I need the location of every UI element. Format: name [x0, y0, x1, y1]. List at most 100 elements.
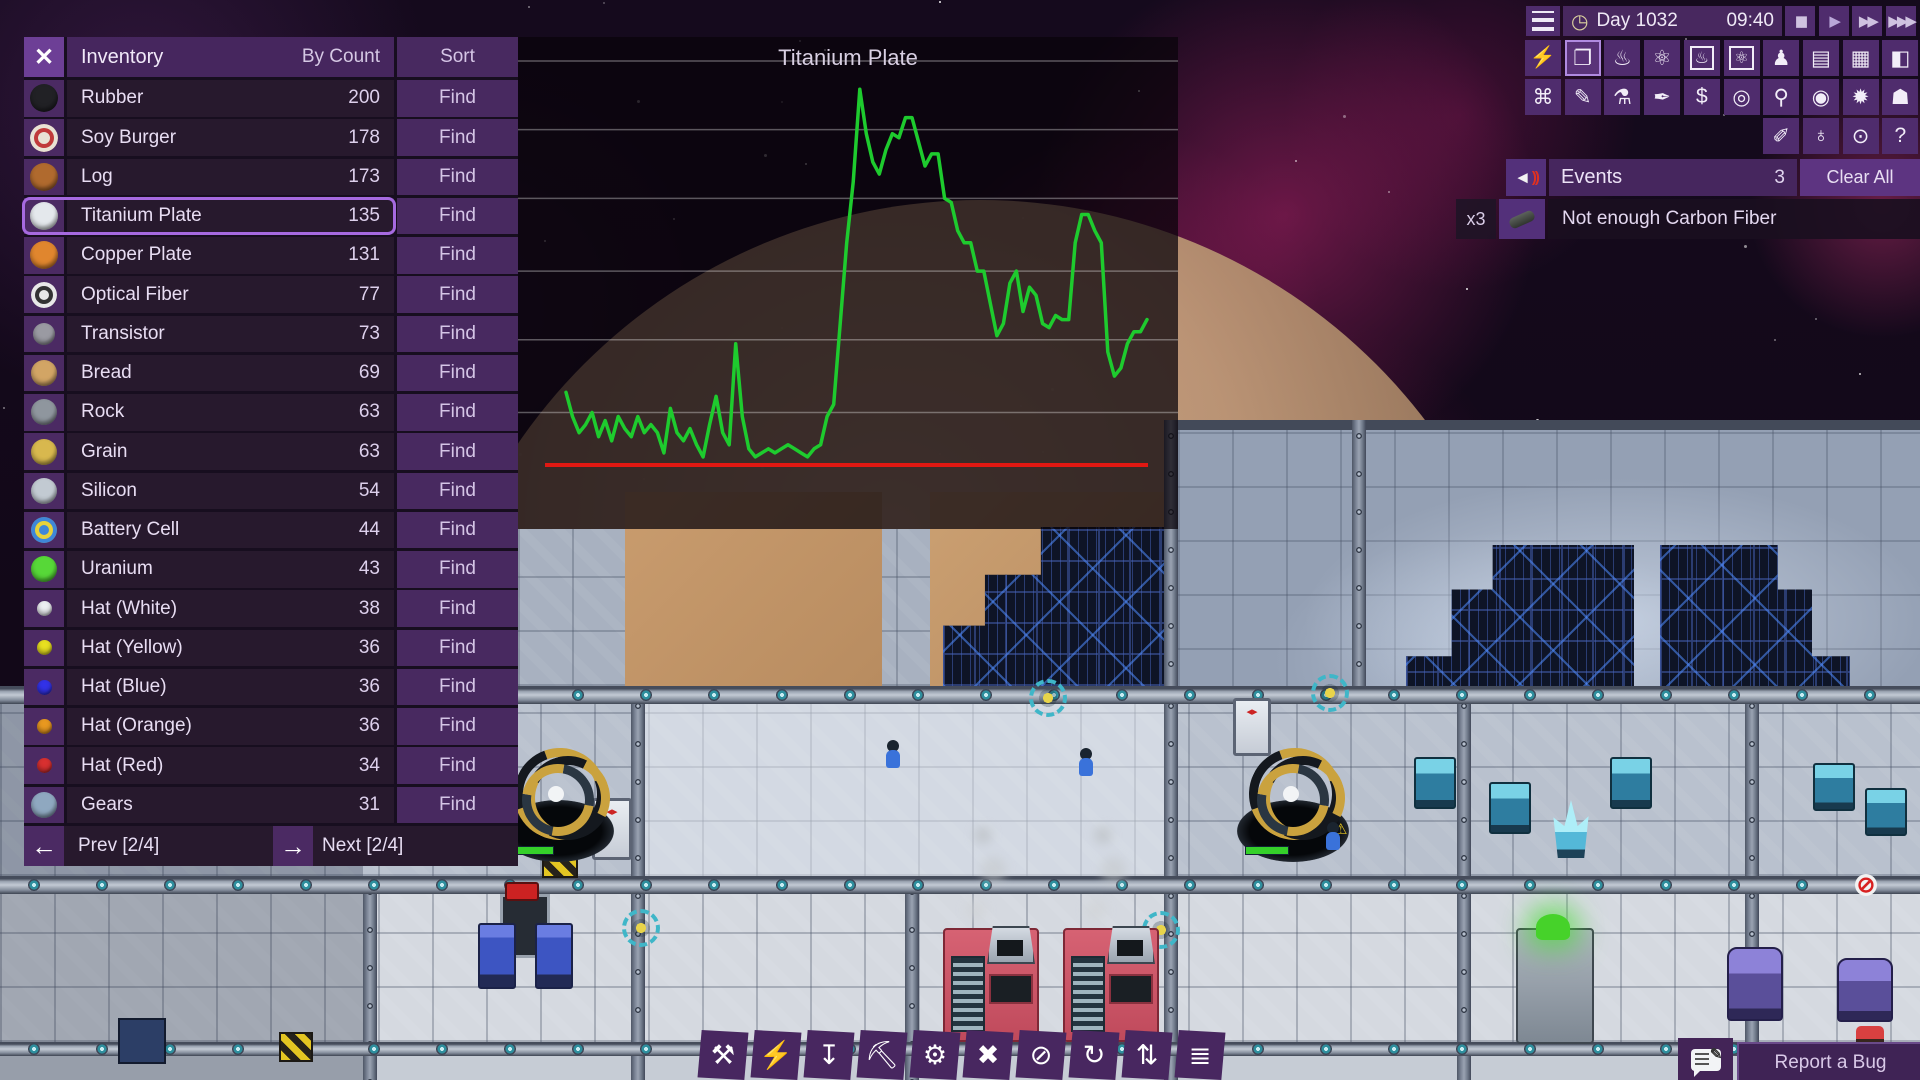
paint-brush-icon[interactable]: ✐: [1763, 118, 1800, 154]
find-button[interactable]: Find: [397, 708, 518, 745]
find-button[interactable]: Find: [397, 511, 518, 549]
inventory-item[interactable]: Uranium 43: [67, 551, 394, 588]
clear-all-button[interactable]: Clear All: [1800, 159, 1920, 196]
dispenser[interactable]: [478, 923, 516, 989]
rotate-icon[interactable]: ↻: [1068, 1030, 1120, 1080]
inventory-item[interactable]: Gears 31: [67, 786, 394, 823]
import-icon[interactable]: ↧: [803, 1030, 855, 1080]
teal-machine[interactable]: [1489, 782, 1531, 834]
find-button[interactable]: Find: [397, 315, 518, 352]
inventory-item[interactable]: Silicon 54: [67, 472, 394, 509]
inventory-item[interactable]: Battery Cell 44: [67, 511, 394, 549]
teal-machine[interactable]: [1813, 763, 1855, 811]
inventory-item[interactable]: Transistor 73: [67, 315, 394, 352]
report-bug-button[interactable]: Report a Bug: [1737, 1042, 1920, 1080]
prev-page-button[interactable]: ←: [24, 826, 64, 866]
inventory-item[interactable]: Rock 63: [67, 394, 394, 431]
prev-page-label[interactable]: Prev [2/4]: [78, 835, 160, 856]
dispenser[interactable]: [535, 923, 573, 989]
tasks-clipboard-icon[interactable]: ▤: [1802, 40, 1839, 76]
teal-machine[interactable]: [1414, 757, 1456, 809]
lab-machine[interactable]: [1837, 958, 1893, 1022]
bug-report-icon[interactable]: ✎: [1678, 1038, 1733, 1080]
menu-button[interactable]: [1526, 6, 1560, 36]
find-button[interactable]: Find: [397, 433, 518, 470]
food-machine[interactable]: [943, 926, 1039, 1042]
repair-wrench-icon[interactable]: ⛏: [856, 1030, 908, 1080]
power-icon[interactable]: ⚡: [1525, 40, 1561, 76]
logistics-flow-icon[interactable]: ⌘: [1525, 79, 1561, 115]
inventory-item[interactable]: Rubber 200: [67, 80, 394, 117]
colonist[interactable]: [885, 740, 901, 768]
find-button[interactable]: Find: [397, 158, 518, 195]
thermometer-overlay-icon[interactable]: ♨: [1683, 40, 1720, 76]
teal-machine[interactable]: [1865, 788, 1907, 836]
event-item[interactable]: x3 Not enough Carbon Fiber: [1456, 199, 1920, 239]
advanced-list-icon[interactable]: ≣: [1174, 1030, 1226, 1080]
colonist[interactable]: [1325, 822, 1341, 850]
sort-button[interactable]: Sort: [397, 37, 518, 77]
help-icon[interactable]: ?: [1882, 118, 1919, 154]
build-hammer-icon[interactable]: ⚒: [697, 1030, 749, 1080]
inventory-item[interactable]: Hat (Blue) 36: [67, 668, 394, 706]
inventory-item[interactable]: Soy Burger 178: [67, 119, 394, 156]
inventory-item[interactable]: Optical Fiber 77: [67, 276, 394, 313]
inventory-item[interactable]: Hat (White) 38: [67, 590, 394, 627]
money-icon[interactable]: $: [1683, 79, 1720, 115]
find-button[interactable]: Find: [397, 747, 518, 784]
goals-target-icon[interactable]: ◎: [1723, 79, 1760, 115]
fast-forward-button[interactable]: ▶▶: [1852, 6, 1883, 36]
food-machine[interactable]: [1063, 926, 1159, 1042]
location-pin-icon[interactable]: ⚲: [1763, 79, 1800, 115]
inventory-item[interactable]: Log 173: [67, 158, 394, 195]
next-page-label[interactable]: Next [2/4]: [322, 835, 404, 856]
uranium-machine[interactable]: [1516, 914, 1594, 1044]
find-button[interactable]: Find: [397, 80, 518, 117]
inventory-item[interactable]: Hat (Red) 34: [67, 747, 394, 784]
draw-pencil-icon[interactable]: ✎: [1564, 79, 1601, 115]
inventory-item[interactable]: Hat (Yellow) 36: [67, 629, 394, 666]
inventory-item[interactable]: Hat (Orange) 36: [67, 708, 394, 745]
teal-machine[interactable]: [1610, 757, 1652, 809]
inventory-item[interactable]: Titanium Plate 135: [22, 196, 396, 236]
storage-box[interactable]: [118, 1018, 166, 1064]
find-button[interactable]: Find: [397, 590, 518, 627]
orbit-overlay-icon[interactable]: ⚛: [1723, 40, 1760, 76]
find-button[interactable]: Find: [397, 668, 518, 706]
fastest-button[interactable]: ▶▶▶: [1886, 6, 1917, 36]
close-icon[interactable]: ✕: [24, 37, 64, 77]
forbid-icon[interactable]: ⊘: [1015, 1030, 1067, 1080]
find-button[interactable]: Find: [397, 472, 518, 509]
lab-machine[interactable]: [1727, 947, 1783, 1021]
research-flask-icon[interactable]: ⚗: [1604, 79, 1641, 115]
power-lightning-icon[interactable]: ⚡: [750, 1030, 802, 1080]
speaker-muted-icon[interactable]: ◄)): [1506, 159, 1546, 196]
airlock-door[interactable]: [1233, 698, 1271, 756]
burst-icon[interactable]: ✹: [1842, 79, 1879, 115]
find-button[interactable]: Find: [397, 237, 518, 274]
colonist[interactable]: [1078, 748, 1094, 776]
find-button[interactable]: Find: [397, 786, 518, 823]
pause-button[interactable]: ▮▮: [1785, 6, 1815, 36]
demolish-icon[interactable]: ✖: [962, 1030, 1014, 1080]
thermometer-icon[interactable]: ♨: [1604, 40, 1641, 76]
settings-gear-icon[interactable]: ⚙: [909, 1030, 961, 1080]
inventory-item[interactable]: Copper Plate 131: [67, 237, 394, 274]
next-page-button[interactable]: →: [273, 826, 313, 866]
solar-system-icon[interactable]: ⊙: [1842, 118, 1879, 154]
play-button[interactable]: ▶: [1818, 6, 1849, 36]
inventory-item[interactable]: Bread 69: [67, 354, 394, 392]
shield-icon[interactable]: ☗: [1882, 79, 1919, 115]
find-button[interactable]: Find: [397, 119, 518, 156]
find-button[interactable]: Find: [397, 197, 518, 235]
inventory-item[interactable]: Grain 63: [67, 433, 394, 470]
find-button[interactable]: Find: [397, 394, 518, 431]
find-button[interactable]: Find: [397, 551, 518, 588]
citizens-icon[interactable]: ♟: [1763, 40, 1800, 76]
tiles-icon[interactable]: ◧: [1882, 40, 1919, 76]
planet-view-icon[interactable]: ♁: [1802, 118, 1839, 154]
find-button[interactable]: Find: [397, 276, 518, 313]
priority-sort-icon[interactable]: ⇅: [1121, 1030, 1173, 1080]
rooms-grid-icon[interactable]: ▦: [1842, 40, 1879, 76]
find-button[interactable]: Find: [397, 629, 518, 666]
